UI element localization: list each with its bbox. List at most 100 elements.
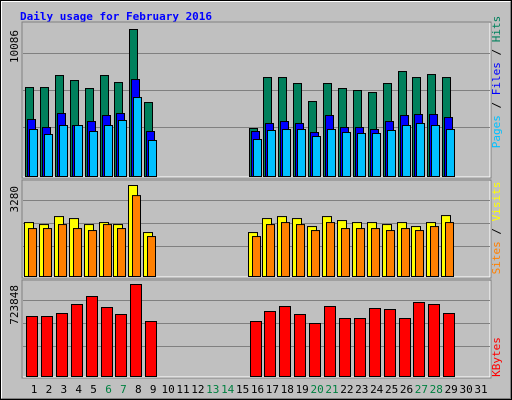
x-tick-label: 21 bbox=[325, 383, 338, 396]
bar bbox=[402, 125, 411, 177]
x-tick-label: 22 bbox=[340, 383, 353, 396]
x-tick-label: 24 bbox=[370, 383, 384, 396]
x-tick-label: 28 bbox=[430, 383, 443, 396]
bar bbox=[372, 133, 381, 177]
bar bbox=[387, 130, 396, 177]
bar bbox=[29, 129, 38, 178]
bar bbox=[266, 224, 275, 277]
x-tick-label: 14 bbox=[221, 383, 235, 396]
bar bbox=[399, 317, 411, 377]
bar bbox=[312, 136, 321, 178]
bar bbox=[413, 301, 425, 377]
bar bbox=[339, 317, 351, 377]
x-tick-label: 4 bbox=[75, 383, 82, 396]
x-tick-label: 27 bbox=[415, 383, 428, 396]
x-tick-label: 16 bbox=[251, 383, 264, 396]
bar bbox=[342, 132, 351, 178]
bar bbox=[101, 306, 113, 377]
legend-separator: / bbox=[490, 221, 503, 241]
bar bbox=[386, 230, 395, 277]
bar bbox=[443, 312, 455, 377]
x-tick-label: 1 bbox=[31, 383, 38, 396]
bar bbox=[264, 310, 276, 377]
bar bbox=[327, 129, 336, 178]
bar bbox=[415, 230, 424, 277]
x-tick-label: 20 bbox=[310, 383, 323, 396]
legend: Sites / Visits bbox=[490, 182, 503, 275]
x-tick-label: 3 bbox=[60, 383, 67, 396]
bar bbox=[267, 130, 276, 177]
x-tick-label: 31 bbox=[474, 383, 487, 396]
x-tick-label: 9 bbox=[150, 383, 157, 396]
bar bbox=[28, 228, 37, 277]
x-tick-label: 25 bbox=[385, 383, 398, 396]
x-tick-label: 23 bbox=[355, 383, 368, 396]
bar bbox=[297, 129, 306, 178]
legend-entry: Hits bbox=[490, 16, 503, 43]
bar bbox=[354, 317, 366, 377]
chart-title: Daily usage for February 2016 bbox=[20, 10, 212, 23]
bar bbox=[145, 320, 157, 377]
bar bbox=[252, 236, 261, 277]
bar bbox=[356, 228, 365, 277]
x-tick-label: 7 bbox=[120, 383, 127, 396]
bar bbox=[59, 125, 68, 177]
x-tick-label: 26 bbox=[400, 383, 413, 396]
plot-bevel bbox=[23, 181, 491, 278]
legend: KBytes bbox=[490, 337, 503, 377]
bar bbox=[324, 305, 336, 378]
x-tick-label: 15 bbox=[236, 383, 249, 396]
bar bbox=[74, 125, 83, 177]
bar bbox=[118, 120, 127, 177]
bar bbox=[58, 224, 67, 277]
bar bbox=[430, 226, 439, 277]
x-tick-label: 17 bbox=[266, 383, 279, 396]
bar bbox=[44, 134, 53, 177]
bar bbox=[71, 303, 83, 377]
x-tick-label: 8 bbox=[135, 383, 142, 396]
bar bbox=[279, 305, 291, 378]
bar bbox=[401, 228, 410, 277]
bar bbox=[371, 228, 380, 277]
bar bbox=[147, 236, 156, 277]
legend-separator: / bbox=[490, 42, 503, 62]
legend: Pages / Files / Hits bbox=[490, 16, 503, 149]
x-tick-label: 12 bbox=[191, 383, 204, 396]
bar bbox=[253, 139, 262, 178]
x-tick-label: 13 bbox=[206, 383, 219, 396]
bar bbox=[41, 315, 53, 377]
legend-entry: Files bbox=[490, 62, 503, 95]
x-tick-label: 30 bbox=[459, 383, 472, 396]
bar bbox=[309, 322, 321, 378]
bar bbox=[357, 133, 366, 177]
x-tick-label: 18 bbox=[281, 383, 294, 396]
x-tick-label: 29 bbox=[445, 383, 458, 396]
bar bbox=[115, 313, 127, 378]
bar bbox=[446, 129, 455, 178]
bar bbox=[431, 125, 440, 177]
bar bbox=[148, 140, 157, 177]
bar bbox=[416, 123, 425, 178]
bar bbox=[341, 228, 350, 277]
bar bbox=[43, 228, 52, 277]
y-tick-label: 10086 bbox=[8, 30, 21, 63]
plot-bevel bbox=[23, 281, 491, 378]
bar bbox=[130, 284, 142, 377]
bar bbox=[103, 224, 112, 277]
bar bbox=[132, 195, 141, 278]
legend-entry: KBytes bbox=[490, 337, 503, 377]
y-tick-label: 3280 bbox=[8, 186, 21, 213]
bar bbox=[384, 308, 396, 378]
bar bbox=[294, 313, 306, 378]
bar bbox=[250, 320, 262, 377]
bar bbox=[88, 230, 97, 277]
legend-entry: Visits bbox=[490, 182, 503, 222]
x-tick-label: 19 bbox=[296, 383, 309, 396]
x-tick-label: 11 bbox=[176, 383, 189, 396]
bar bbox=[56, 312, 68, 377]
bar bbox=[311, 230, 320, 277]
legend-entry: Pages bbox=[490, 115, 503, 148]
bar bbox=[117, 228, 126, 277]
